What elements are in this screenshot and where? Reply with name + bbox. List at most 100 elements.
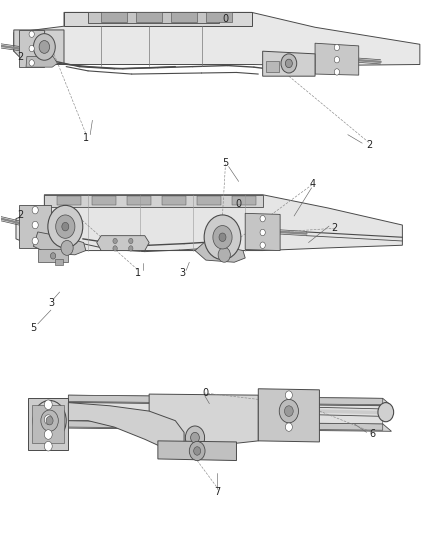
Circle shape (286, 407, 292, 415)
Polygon shape (315, 43, 359, 75)
Circle shape (32, 237, 38, 245)
Circle shape (129, 238, 133, 244)
Circle shape (33, 400, 66, 441)
Bar (162, 196, 186, 205)
Text: 0: 0 (202, 388, 208, 398)
Circle shape (50, 253, 56, 259)
Circle shape (32, 221, 38, 229)
Polygon shape (68, 402, 184, 450)
Circle shape (62, 222, 69, 231)
Polygon shape (33, 232, 86, 255)
Circle shape (334, 56, 339, 63)
Circle shape (39, 41, 49, 53)
Circle shape (185, 426, 205, 449)
Circle shape (281, 54, 297, 73)
Polygon shape (68, 421, 392, 431)
Polygon shape (26, 56, 57, 67)
Bar (55, 259, 63, 265)
Bar (171, 12, 197, 22)
Text: 5: 5 (223, 158, 229, 168)
Polygon shape (149, 394, 258, 450)
Circle shape (260, 242, 265, 248)
Polygon shape (97, 236, 149, 251)
Polygon shape (88, 12, 219, 23)
Circle shape (48, 205, 83, 248)
Text: 0: 0 (236, 199, 242, 209)
Bar (136, 12, 162, 22)
Text: 6: 6 (370, 429, 376, 439)
Circle shape (113, 238, 117, 244)
Circle shape (218, 247, 230, 262)
Circle shape (219, 233, 226, 241)
Polygon shape (68, 395, 383, 405)
Bar (38, 249, 68, 262)
Polygon shape (195, 241, 245, 262)
Polygon shape (68, 421, 383, 430)
Circle shape (41, 410, 58, 431)
Circle shape (191, 432, 199, 443)
Text: 0: 0 (223, 14, 229, 24)
Text: 1: 1 (83, 133, 89, 143)
Circle shape (286, 423, 292, 431)
Text: 3: 3 (48, 297, 54, 308)
Polygon shape (64, 12, 252, 26)
Circle shape (194, 447, 201, 455)
Circle shape (129, 246, 133, 251)
Circle shape (279, 399, 298, 423)
Circle shape (286, 59, 292, 68)
Bar (101, 12, 127, 22)
Circle shape (44, 441, 52, 451)
Circle shape (29, 60, 34, 66)
Polygon shape (32, 405, 64, 443)
Text: 2: 2 (332, 223, 338, 233)
Circle shape (44, 415, 52, 424)
Polygon shape (68, 402, 383, 424)
Circle shape (46, 416, 53, 425)
Circle shape (213, 225, 232, 249)
Circle shape (189, 441, 205, 461)
Text: 2: 2 (17, 211, 24, 221)
Bar (266, 61, 279, 72)
Polygon shape (68, 395, 392, 406)
Polygon shape (258, 389, 319, 442)
Circle shape (334, 69, 339, 75)
Polygon shape (14, 30, 64, 64)
Polygon shape (16, 195, 403, 251)
Bar (232, 196, 256, 205)
Circle shape (260, 229, 265, 236)
Polygon shape (19, 30, 44, 67)
Bar (206, 12, 232, 22)
Circle shape (29, 45, 34, 52)
Circle shape (204, 215, 241, 260)
Circle shape (260, 215, 265, 222)
Polygon shape (28, 398, 68, 450)
Text: 5: 5 (30, 322, 36, 333)
Circle shape (285, 406, 293, 416)
Text: 4: 4 (310, 179, 316, 189)
Polygon shape (19, 205, 51, 248)
Circle shape (286, 391, 292, 399)
Text: 1: 1 (135, 269, 141, 278)
Text: 2: 2 (367, 140, 373, 150)
Bar (197, 196, 221, 205)
Polygon shape (158, 441, 237, 461)
Circle shape (44, 430, 52, 439)
Text: 2: 2 (17, 52, 24, 61)
Bar (57, 196, 81, 205)
Circle shape (44, 400, 52, 409)
Bar (92, 196, 117, 205)
Polygon shape (245, 213, 280, 251)
Polygon shape (263, 51, 315, 76)
Circle shape (61, 240, 73, 255)
Text: 3: 3 (179, 269, 185, 278)
Circle shape (32, 206, 38, 214)
Circle shape (378, 402, 394, 422)
Circle shape (29, 31, 34, 37)
Text: 7: 7 (214, 488, 220, 497)
Circle shape (334, 44, 339, 51)
Circle shape (113, 246, 117, 251)
Circle shape (33, 34, 55, 60)
Bar (127, 196, 151, 205)
Circle shape (56, 215, 75, 238)
Polygon shape (44, 195, 263, 207)
